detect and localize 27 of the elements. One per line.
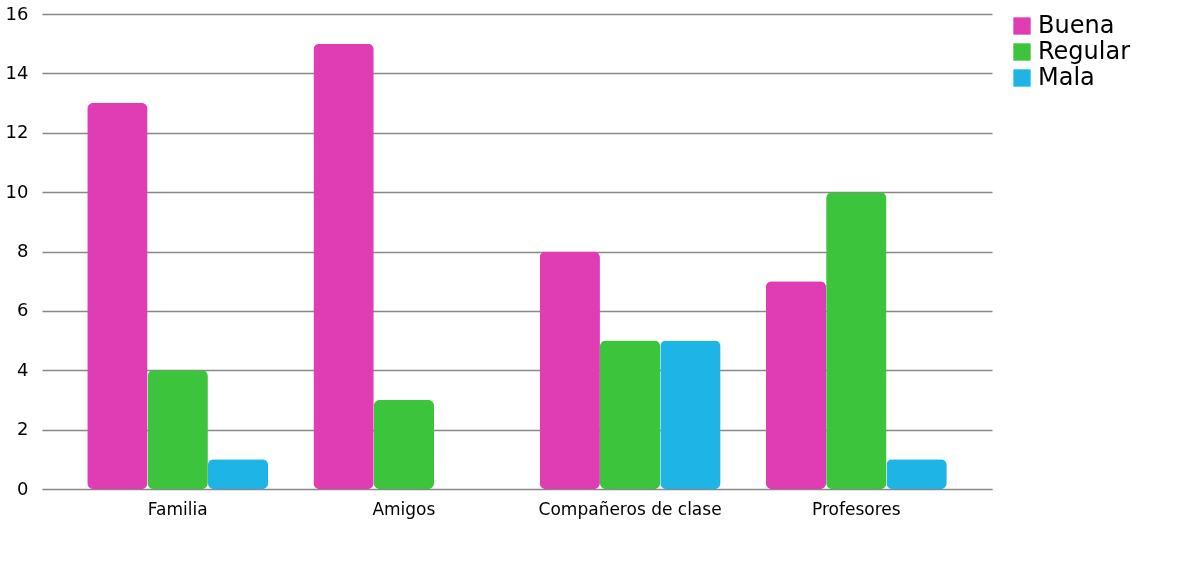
bar xyxy=(599,340,661,489)
y-tick-label: 6 xyxy=(17,299,29,321)
bar xyxy=(826,192,887,489)
legend-label: Buena xyxy=(1038,11,1115,39)
bar xyxy=(373,399,435,489)
x-tick-label: Profesores xyxy=(811,498,901,519)
legend-label: Regular xyxy=(1038,37,1131,65)
bar xyxy=(313,43,374,489)
bar xyxy=(147,370,208,489)
y-tick-label: 12 xyxy=(5,121,29,143)
y-tick-label: 8 xyxy=(17,240,29,261)
y-tick-label: 16 xyxy=(5,2,29,24)
x-tick-label: Compañeros de clase xyxy=(538,498,722,519)
x-tick-label: Familia xyxy=(147,498,208,519)
y-tick-label: 4 xyxy=(17,358,29,380)
y-tick-label: 14 xyxy=(5,61,29,83)
bar xyxy=(539,251,600,489)
bar xyxy=(765,281,827,489)
bar xyxy=(660,340,721,489)
y-tick-label: 2 xyxy=(17,418,29,440)
y-tick-label: 10 xyxy=(5,180,29,202)
y-tick-label: 0 xyxy=(17,477,29,499)
bar xyxy=(207,459,269,489)
bar xyxy=(886,459,947,489)
bar xyxy=(87,103,148,489)
x-tick-label: Amigos xyxy=(372,498,436,519)
legend-label: Mala xyxy=(1038,63,1095,91)
